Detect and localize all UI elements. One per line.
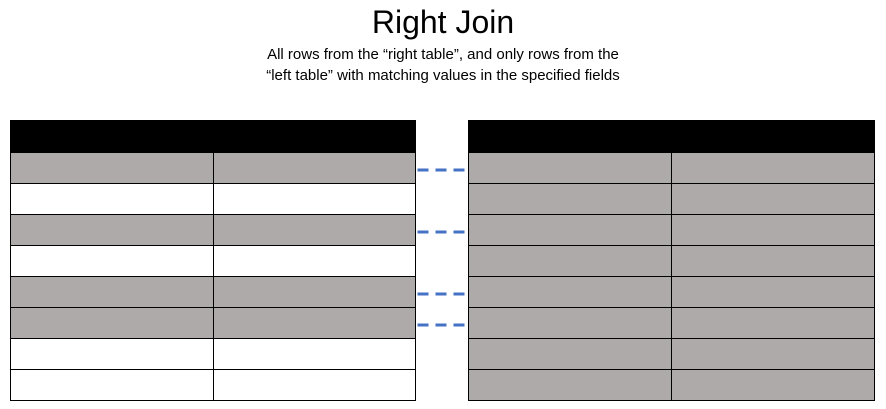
subtitle-line-1: All rows from the “right table”, and onl…	[267, 46, 619, 63]
right-table-header-cell	[468, 120, 875, 153]
left-table-row	[10, 245, 416, 277]
right-table-cell	[468, 369, 672, 401]
left-table-cell	[10, 338, 214, 370]
left-table-header	[10, 120, 416, 153]
right-table-cell	[671, 369, 875, 401]
right-table-row	[468, 276, 875, 308]
subtitle-line-2: “left table” with matching values in the…	[266, 67, 620, 84]
right-table-cell	[671, 338, 875, 370]
left-table-cell	[212, 183, 416, 215]
left-table-cell	[212, 338, 416, 370]
left-table-header-cell	[10, 120, 416, 153]
left-table-row	[10, 338, 416, 370]
right-table-row	[468, 338, 875, 370]
right-table-cell	[671, 152, 875, 184]
left-table-row	[10, 276, 416, 308]
left-table-cell	[10, 369, 214, 401]
diagram-subtitle: All rows from the “right table”, and onl…	[0, 44, 886, 86]
left-table-cell	[212, 307, 416, 339]
left-table-row	[10, 152, 416, 184]
right-table-header	[468, 120, 875, 153]
left-table-cell	[212, 214, 416, 246]
left-table-cell	[10, 276, 214, 308]
right-table-cell	[468, 276, 672, 308]
right-table-cell	[671, 214, 875, 246]
right-table-cell	[671, 183, 875, 215]
left-table-cell	[212, 369, 416, 401]
left-table-cell	[212, 276, 416, 308]
left-table-row	[10, 183, 416, 215]
right-table-row	[468, 152, 875, 184]
right-table-row	[468, 183, 875, 215]
left-table-cell	[10, 152, 214, 184]
right-table-cell	[468, 183, 672, 215]
left-table-cell	[10, 245, 214, 277]
left-table-cell	[212, 152, 416, 184]
right-table-cell	[468, 214, 672, 246]
right-table-cell	[468, 152, 672, 184]
left-table-row	[10, 369, 416, 401]
diagram-title: Right Join	[371, 4, 515, 40]
left-table-cell	[10, 183, 214, 215]
left-table	[10, 120, 416, 401]
right-table-row	[468, 214, 875, 246]
right-table-cell	[671, 245, 875, 277]
right-table-row	[468, 369, 875, 401]
left-table-cell	[212, 245, 416, 277]
left-table-body	[10, 152, 416, 401]
right-table-cell	[468, 245, 672, 277]
left-table-row	[10, 307, 416, 339]
right-table-cell	[468, 338, 672, 370]
right-table	[468, 120, 875, 401]
right-table-row	[468, 245, 875, 277]
right-table-row	[468, 307, 875, 339]
left-table-cell	[10, 214, 214, 246]
right-table-cell	[671, 307, 875, 339]
left-table-row	[10, 214, 416, 246]
right-table-body	[468, 152, 875, 401]
left-table-cell	[10, 307, 214, 339]
right-table-cell	[468, 307, 672, 339]
right-table-cell	[671, 276, 875, 308]
